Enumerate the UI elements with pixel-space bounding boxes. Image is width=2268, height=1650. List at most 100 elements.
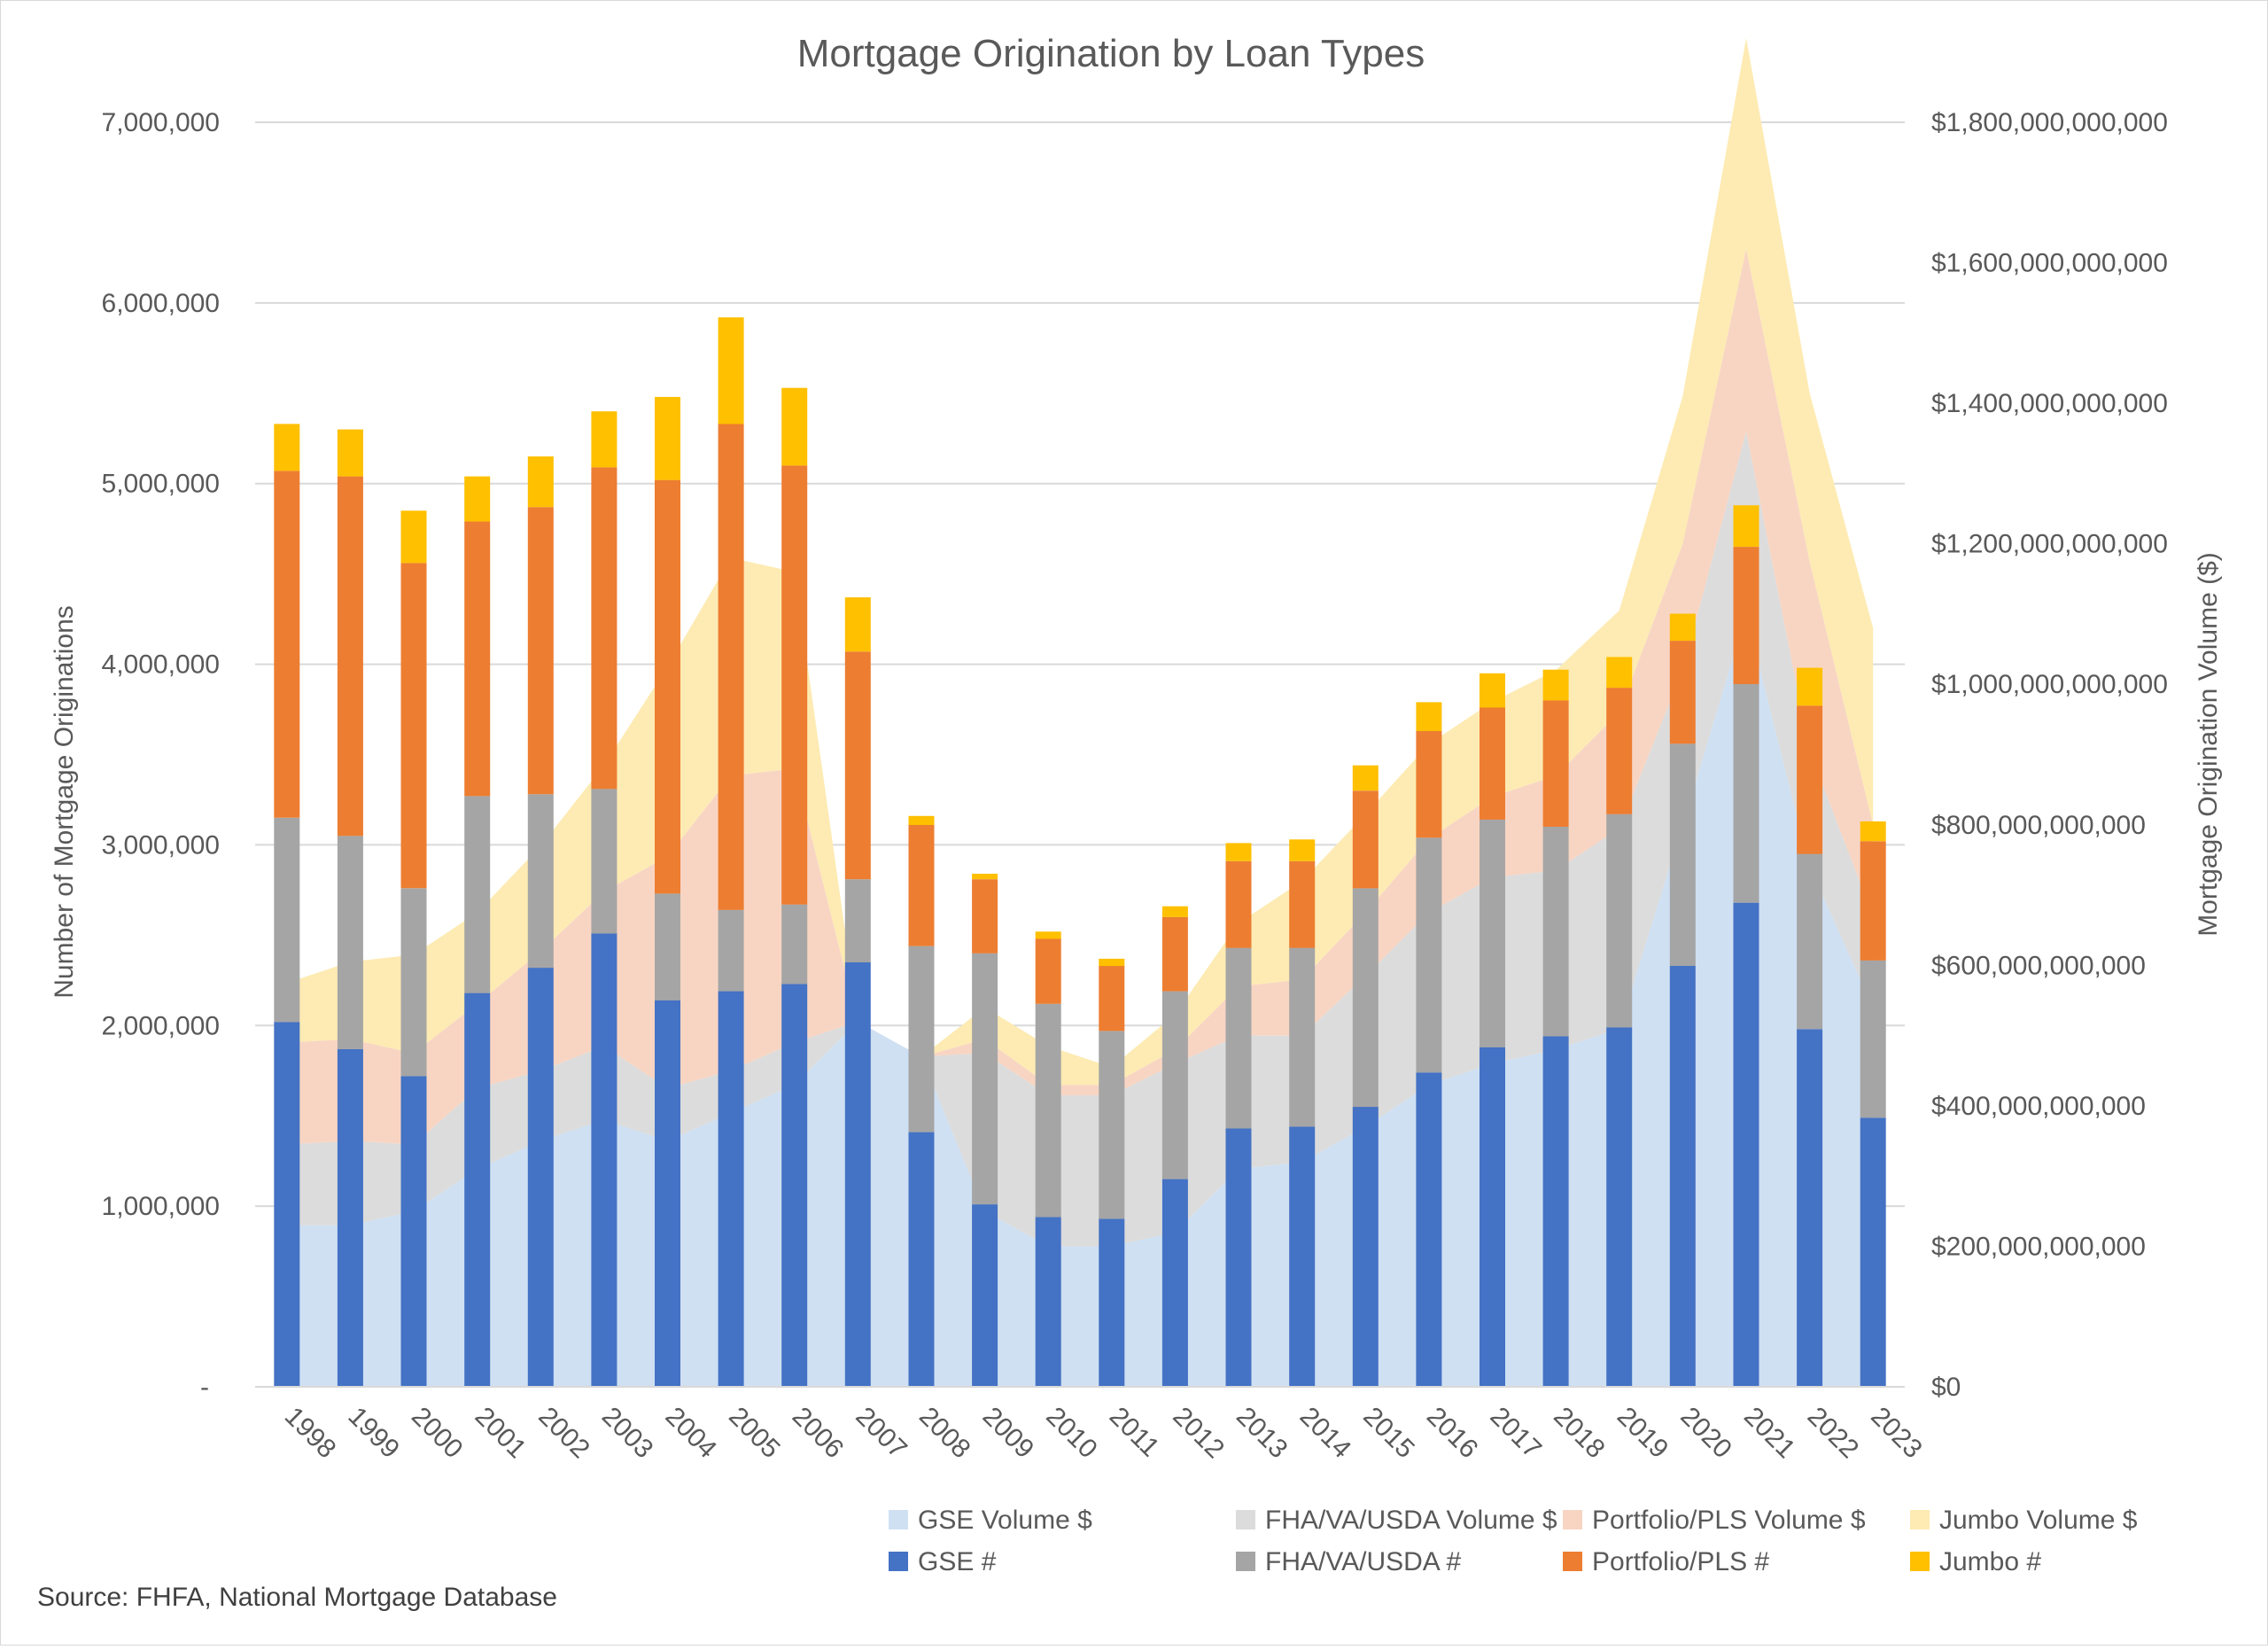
bar-fha-va-usda-2018 [1542, 827, 1569, 1037]
bar-jumbo-2002 [527, 456, 554, 508]
bar-portfolio-pls-2015 [1352, 790, 1379, 889]
bar-jumbo-2013 [1225, 843, 1252, 861]
bar-portfolio-pls-2014 [1289, 860, 1316, 948]
bar-fha-va-usda-1999 [337, 836, 363, 1049]
y-left-tick-label: 6,000,000 [102, 289, 220, 318]
bar-fha-va-usda-2010 [1035, 1003, 1061, 1218]
bar-jumbo-2000 [400, 510, 427, 564]
bar-fha-va-usda-2011 [1099, 1031, 1125, 1219]
area-portfolio-pls-volume [286, 248, 1874, 1145]
bar-fha-va-usda-2014 [1289, 947, 1316, 1127]
legend-swatch-fha-va-usda-volume [1236, 1510, 1255, 1529]
source-note: Source: FHFA, National Mortgage Database [37, 1583, 557, 1612]
bar-jumbo-2004 [655, 396, 680, 480]
bar-fha-va-usda-2006 [781, 904, 808, 985]
bar-fha-va-usda-2013 [1225, 947, 1252, 1129]
bar-fha-va-usda-2007 [844, 879, 871, 962]
bar-portfolio-pls-2002 [527, 507, 554, 795]
bar-gse-2023 [1860, 1117, 1886, 1387]
y-left-tick-label: 5,000,000 [102, 470, 220, 499]
bar-fha-va-usda-2023 [1860, 960, 1886, 1118]
bar-gse-1999 [337, 1048, 363, 1387]
bar-portfolio-pls-2003 [591, 467, 617, 790]
bar-portfolio-pls-2016 [1416, 731, 1442, 838]
legend-swatch-jumbo [1910, 1552, 1930, 1571]
legend-label-jumbo: Jumbo # [1939, 1547, 2041, 1576]
bar-portfolio-pls-2020 [1669, 641, 1696, 744]
bar-gse-2008 [908, 1132, 935, 1387]
bar-portfolio-pls-2017 [1480, 707, 1505, 820]
bar-gse-2018 [1542, 1036, 1569, 1387]
bar-portfolio-pls-2010 [1035, 938, 1061, 1004]
bar-portfolio-pls-2007 [844, 651, 871, 880]
bar-portfolio-pls-2018 [1542, 700, 1569, 827]
legend-label-fha-va-usda: FHA/VA/USDA # [1265, 1547, 1461, 1576]
bar-jumbo-2014 [1289, 839, 1316, 861]
bar-jumbo-2015 [1352, 765, 1379, 791]
bar-fha-va-usda-2004 [655, 893, 680, 1000]
y-axis-left-label: Number of Mortgage Originations [50, 605, 79, 999]
bar-portfolio-pls-2001 [464, 521, 491, 797]
bar-fha-va-usda-2003 [591, 789, 617, 934]
legend: GSE Volume $ FHA/VA/USDA Volume $ Portfoli… [889, 1506, 2138, 1576]
bar-portfolio-pls-2022 [1797, 705, 1823, 854]
y-axis-right-label: Mortgage Origination Volume ($) [2194, 552, 2223, 937]
bar-series-group [274, 317, 1886, 1387]
bar-portfolio-pls-2008 [908, 825, 935, 946]
bar-fha-va-usda-2022 [1797, 853, 1823, 1030]
area-jumbo-volume [286, 37, 1874, 1086]
bar-gse-2021 [1733, 902, 1759, 1387]
y-right-tick-label: $400,000,000,000 [1931, 1092, 2146, 1121]
legend-label-gse: GSE # [918, 1547, 997, 1576]
bar-jumbo-2001 [464, 476, 491, 522]
bar-gse-1998 [274, 1022, 300, 1387]
legend-label-portfolio-pls: Portfolio/PLS # [1592, 1547, 1769, 1576]
bar-fha-va-usda-2005 [718, 909, 744, 992]
legend-swatch-gse-volume [889, 1510, 908, 1529]
bar-gse-2009 [972, 1204, 998, 1387]
bar-fha-va-usda-2021 [1733, 684, 1759, 903]
bar-gse-2016 [1416, 1072, 1442, 1387]
y-left-tick-label: 2,000,000 [102, 1011, 220, 1040]
bar-fha-va-usda-2012 [1161, 991, 1188, 1179]
bar-fha-va-usda-2019 [1606, 813, 1633, 1028]
bar-portfolio-pls-2013 [1225, 860, 1252, 948]
bar-jumbo-2021 [1733, 505, 1759, 548]
area-gse-volume [286, 613, 1874, 1387]
bar-portfolio-pls-2021 [1733, 547, 1759, 684]
legend-label-fha-va-usda-volume: FHA/VA/USDA Volume $ [1265, 1506, 1557, 1535]
bar-jumbo-2009 [972, 874, 998, 880]
y-left-tick-label: 7,000,000 [102, 108, 220, 137]
bar-portfolio-pls-2023 [1860, 841, 1886, 961]
bar-portfolio-pls-1998 [274, 471, 300, 818]
y-right-tick-label: $1,400,000,000,000 [1931, 389, 2168, 418]
bar-fha-va-usda-2016 [1416, 837, 1442, 1073]
bar-fha-va-usda-2001 [464, 796, 491, 993]
y-right-tick-label: $1,000,000,000,000 [1931, 670, 2168, 699]
bar-jumbo-2003 [591, 411, 617, 468]
bar-portfolio-pls-2005 [718, 424, 744, 910]
bar-portfolio-pls-2000 [400, 563, 427, 889]
bar-gse-2011 [1099, 1218, 1125, 1387]
y-right-tick-label: $1,600,000,000,000 [1931, 249, 2168, 278]
bar-portfolio-pls-2012 [1161, 917, 1188, 992]
bar-jumbo-2020 [1669, 613, 1696, 642]
bar-jumbo-2023 [1860, 821, 1886, 842]
bar-gse-2019 [1606, 1027, 1633, 1387]
bar-jumbo-2005 [718, 317, 744, 424]
bar-jumbo-2010 [1035, 931, 1061, 939]
bar-fha-va-usda-2015 [1352, 888, 1379, 1108]
area-series-group [286, 37, 1874, 1387]
y-right-tick-label: $1,200,000,000,000 [1931, 530, 2168, 559]
bar-gse-2022 [1797, 1029, 1823, 1387]
area-fha-va-usda-volume [286, 431, 1874, 1247]
bar-gse-2001 [464, 992, 491, 1387]
bar-jumbo-2022 [1797, 667, 1823, 706]
bar-portfolio-pls-2019 [1606, 688, 1633, 814]
bar-portfolio-pls-2004 [655, 479, 680, 894]
y-right-tick-label: $0 [1931, 1373, 1961, 1402]
bar-jumbo-2008 [908, 815, 935, 825]
bar-jumbo-2011 [1099, 958, 1125, 967]
bar-fha-va-usda-1998 [274, 817, 300, 1023]
